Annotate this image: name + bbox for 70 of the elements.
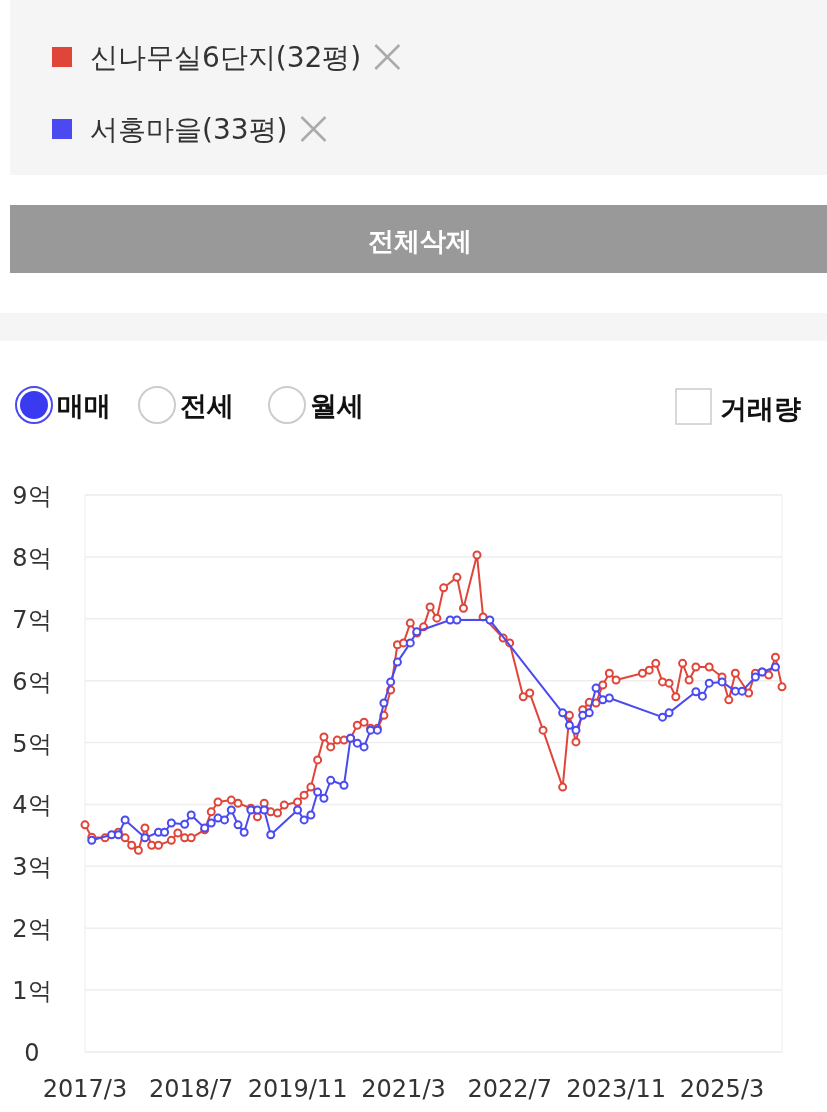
point bbox=[571, 725, 581, 735]
y-tick-label: 1억 bbox=[12, 977, 52, 1006]
point bbox=[730, 686, 740, 696]
point bbox=[319, 793, 329, 803]
point bbox=[313, 787, 323, 797]
point bbox=[239, 827, 249, 837]
point bbox=[717, 677, 727, 687]
point bbox=[293, 805, 303, 815]
point bbox=[226, 805, 236, 815]
point bbox=[750, 672, 760, 682]
point bbox=[299, 815, 309, 825]
checkbox: 거래량 bbox=[675, 388, 801, 425]
point bbox=[584, 708, 594, 718]
point bbox=[691, 687, 701, 697]
x-tick-label: 2021/3 bbox=[361, 1075, 446, 1103]
x-tick-label: 2022/7 bbox=[467, 1075, 552, 1103]
y-tick-label: 6억 bbox=[12, 667, 52, 696]
point bbox=[578, 710, 588, 720]
radio: 매매 bbox=[15, 386, 111, 424]
point bbox=[591, 683, 601, 693]
button: 전체삭제 bbox=[10, 205, 827, 273]
point bbox=[598, 695, 608, 705]
radio: 전세 bbox=[138, 386, 234, 424]
legend-label: 신나무실6단지(32평) bbox=[90, 41, 362, 74]
y-tick-label: 0 bbox=[24, 1039, 40, 1067]
point bbox=[259, 805, 269, 815]
point bbox=[352, 738, 362, 748]
point bbox=[405, 638, 415, 648]
y-tick-label: 3억 bbox=[12, 853, 52, 882]
point bbox=[664, 708, 674, 718]
point bbox=[266, 830, 276, 840]
point bbox=[737, 686, 747, 696]
point bbox=[359, 742, 369, 752]
y-tick-label: 4억 bbox=[12, 791, 52, 820]
point bbox=[452, 615, 462, 625]
point bbox=[564, 720, 574, 730]
point bbox=[379, 698, 389, 708]
point bbox=[658, 712, 668, 722]
radio: 월세 bbox=[268, 386, 364, 424]
x-tick-label: 2017/3 bbox=[42, 1075, 128, 1103]
point bbox=[166, 818, 176, 828]
point bbox=[306, 810, 316, 820]
legend-label: 서홍마을(33평) bbox=[90, 113, 288, 146]
point bbox=[339, 780, 349, 790]
point bbox=[326, 775, 336, 785]
point bbox=[558, 708, 568, 718]
point bbox=[770, 662, 780, 672]
point bbox=[233, 820, 243, 830]
point bbox=[704, 678, 714, 688]
point bbox=[392, 657, 402, 667]
y-tick-label: 7억 bbox=[12, 605, 52, 634]
x-tick-label: 2019/11 bbox=[247, 1075, 348, 1103]
point bbox=[140, 833, 150, 843]
point bbox=[485, 615, 495, 625]
point bbox=[186, 810, 196, 820]
point bbox=[206, 818, 216, 828]
point bbox=[386, 677, 396, 687]
x-tick-label: 2018/7 bbox=[148, 1075, 234, 1103]
point bbox=[120, 815, 130, 825]
point bbox=[160, 827, 170, 837]
y-tick-label: 9억 bbox=[12, 482, 52, 510]
point bbox=[180, 819, 190, 829]
x-tick-label: 2023/11 bbox=[566, 1075, 666, 1103]
x-tick-label: 2025/3 bbox=[679, 1075, 765, 1103]
y-tick-label: 2억 bbox=[12, 915, 52, 944]
point bbox=[697, 691, 707, 701]
point bbox=[604, 693, 614, 703]
y-tick-label: 8억 bbox=[12, 543, 52, 572]
point bbox=[220, 815, 230, 825]
y-tick-label: 5억 bbox=[12, 729, 52, 758]
